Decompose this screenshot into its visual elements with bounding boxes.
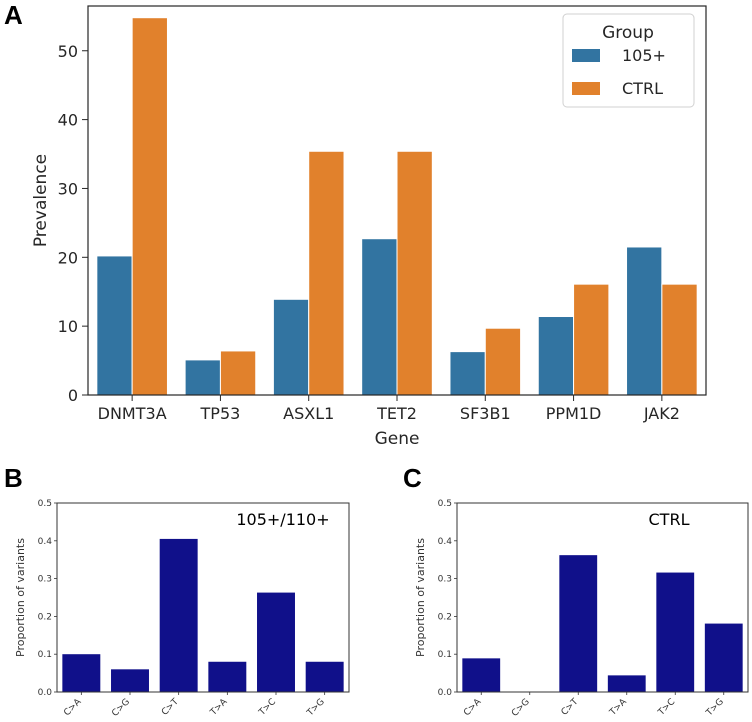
y-tick-label: 0.1 xyxy=(38,650,52,660)
x-tick-label: ASXL1 xyxy=(283,404,334,423)
panel-a-letter: A xyxy=(4,0,23,30)
bar-105-tet2 xyxy=(361,238,398,396)
y-tick-label: 10 xyxy=(58,317,78,336)
x-tick-label: C>A xyxy=(62,696,84,718)
y-tick-label: 0.1 xyxy=(438,650,452,660)
bar-ctog xyxy=(111,669,149,692)
bar-ttoa xyxy=(208,661,247,692)
bar-ctoa xyxy=(62,654,101,692)
bar-105-tp53 xyxy=(184,359,221,396)
annotation-label: 105+/110+ xyxy=(236,510,329,529)
bar-ctrl-dnmt3a xyxy=(131,17,168,396)
y-tick-label: 0.5 xyxy=(38,499,52,509)
bar-ctrl-asxl1 xyxy=(308,150,345,396)
y-tick-label: 0.3 xyxy=(38,575,52,585)
y-tick-label: 50 xyxy=(58,42,78,61)
x-tick-label: T>C xyxy=(257,697,278,718)
x-tick-label: T>A xyxy=(608,696,630,718)
y-axis-label: Prevalence xyxy=(31,154,51,247)
chart-c-variants-ctrl: C>A C>G C>T T>A T>C T>G 0.0 0.1 0.2 0.3 0.4 0.5 Prop… xyxy=(414,499,749,719)
chart-a-prevalence: DNMT3A TP53 ASXL1 TET2 SF3B1 PPM1D JAK2 0 10 20 30… xyxy=(31,5,707,449)
y-tick-label: 0.3 xyxy=(438,575,452,585)
bar-ctrl-sf3b1 xyxy=(484,327,522,396)
x-tick-label: C>T xyxy=(160,697,181,718)
chart-b-variants-105: C>A C>G C>T T>A T>C T>G 0.0 0.1 0.2 0.3 0.4 0.5 Prop… xyxy=(14,499,350,719)
x-tick-label: PPM1D xyxy=(546,404,602,423)
x-axis-label: Gene xyxy=(375,429,420,449)
plot-frame xyxy=(456,502,749,693)
bar-105-dnmt3a xyxy=(96,255,133,396)
y-tick-label: 0.0 xyxy=(38,688,53,698)
x-tick-label: TET2 xyxy=(376,404,417,423)
bar-ttoc xyxy=(257,592,295,692)
y-tick-label: 0.2 xyxy=(38,612,52,622)
legend-title: Group xyxy=(602,23,654,43)
x-tick-label: TP53 xyxy=(200,404,241,423)
legend-label-ctrl: CTRL xyxy=(622,79,663,98)
x-tick-label: DNMT3A xyxy=(98,404,167,423)
x-tick-label: C>G xyxy=(110,697,132,719)
bar-ttog xyxy=(305,661,344,692)
bar-ttog xyxy=(704,623,743,692)
legend-label-105: 105+ xyxy=(622,46,666,65)
y-tick-label: 0.2 xyxy=(438,612,452,622)
y-tick-label: 30 xyxy=(58,179,78,198)
y-tick-label: 0.4 xyxy=(438,537,453,547)
y-axis-label: Proportion of variants xyxy=(14,538,27,657)
x-tick-label: JAK2 xyxy=(643,404,680,423)
annotation-label: CTRL xyxy=(649,510,690,529)
bar-ctot xyxy=(559,555,598,692)
plot-frame xyxy=(87,5,707,396)
bar-ctrl-jak2 xyxy=(661,283,698,396)
x-tick-label: T>G xyxy=(305,697,327,719)
y-tick-label: 0.4 xyxy=(38,537,53,547)
bar-ctrl-tet2 xyxy=(396,150,433,396)
x-tick-label: T>C xyxy=(656,697,677,718)
bar-ctrl-tp53 xyxy=(219,350,257,396)
y-tick-label: 0.0 xyxy=(438,688,453,698)
x-tick-label: C>A xyxy=(462,696,484,718)
bar-ctot xyxy=(159,538,198,692)
y-tick-label: 20 xyxy=(58,248,78,267)
x-tick-label: T>G xyxy=(704,697,726,719)
bar-ttoc xyxy=(656,572,695,692)
bar-105-jak2 xyxy=(626,246,663,396)
x-tick-label: C>G xyxy=(510,697,532,719)
panel-b-letter: B xyxy=(4,463,23,493)
bar-ctrl-ppm1d xyxy=(573,283,610,396)
plot-frame xyxy=(56,502,350,693)
y-tick-label: 0.5 xyxy=(438,499,452,509)
legend-swatch-105 xyxy=(572,49,600,62)
bar-ttoa xyxy=(607,675,646,692)
bar-ctoa xyxy=(462,658,501,692)
y-axis-label: Proportion of variants xyxy=(414,538,427,657)
bar-105-ppm1d xyxy=(537,316,575,396)
panel-c-letter: C xyxy=(403,463,422,493)
x-tick-label: T>A xyxy=(208,696,230,718)
x-tick-label: C>T xyxy=(560,697,581,718)
x-tick-label: SF3B1 xyxy=(460,404,511,423)
y-tick-label: 40 xyxy=(58,111,78,130)
bar-105-asxl1 xyxy=(272,298,310,396)
y-tick-label: 0 xyxy=(68,386,78,405)
legend: Group 105+ CTRL xyxy=(562,13,695,108)
bar-105-sf3b1 xyxy=(449,351,486,396)
legend-swatch-ctrl xyxy=(572,82,600,95)
